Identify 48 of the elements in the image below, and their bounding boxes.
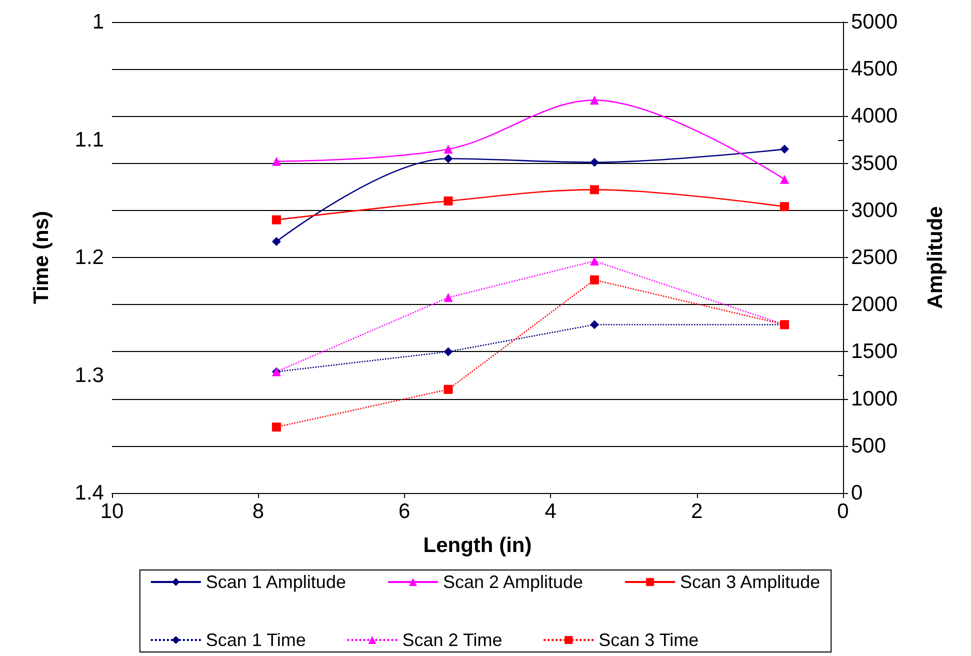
x-tick-label: 0	[837, 500, 849, 523]
y-tick-label: 1.3	[74, 364, 104, 387]
y2-tick-label: 2500	[851, 246, 898, 269]
legend-label: Scan 2 Time	[402, 630, 502, 650]
y-tick-label: 1.1	[74, 128, 104, 152]
point	[444, 144, 453, 154]
point	[272, 236, 281, 246]
point	[590, 96, 599, 105]
y2-tick-label: 1500	[851, 340, 898, 364]
x-tick-label: 8	[252, 500, 264, 523]
point	[272, 422, 281, 432]
legend-label: Scan 2 Amplitude	[442, 572, 584, 592]
point	[444, 347, 453, 356]
x-axis-title: Length (in)	[423, 534, 532, 557]
y2-tick-label: 0	[851, 482, 863, 504]
point	[444, 384, 453, 394]
y2-tick-label: 500	[851, 434, 886, 458]
legend-label: Scan 1 Amplitude	[206, 572, 346, 592]
y2-tick-label: 1000	[851, 387, 898, 410]
x-tick-label: 4	[544, 500, 557, 523]
y-tick-label: 1	[92, 10, 104, 34]
point	[780, 174, 790, 184]
point	[590, 256, 599, 266]
legend-label: Scan 1 Time	[206, 630, 306, 650]
point	[272, 156, 281, 166]
y2-tick-label: 2000	[851, 293, 898, 316]
y-axis-title: Time (ns)	[30, 211, 53, 304]
y2-tick-label: 4000	[851, 104, 898, 128]
point	[444, 196, 453, 206]
y2-tick-label: 3000	[851, 198, 898, 222]
y2-tick-label: 3500	[851, 152, 898, 175]
point	[590, 320, 599, 330]
point	[444, 293, 453, 302]
y-tick-label: 1.2	[74, 246, 104, 269]
legend-label: Scan 3 Amplitude	[680, 572, 820, 592]
y2-axis-title: Amplitude	[924, 206, 947, 309]
point	[444, 154, 453, 164]
point	[590, 275, 599, 284]
legend-label: Scan 3 Time	[598, 630, 699, 650]
point	[590, 158, 599, 167]
y2-tick-label: 4500	[851, 58, 898, 81]
point	[780, 202, 790, 212]
point	[590, 185, 599, 194]
point	[780, 144, 790, 154]
y2-tick-label: 5000	[851, 10, 898, 34]
point	[272, 215, 281, 224]
x-tick-label: 6	[398, 500, 410, 523]
x-tick-label: 2	[690, 500, 703, 523]
